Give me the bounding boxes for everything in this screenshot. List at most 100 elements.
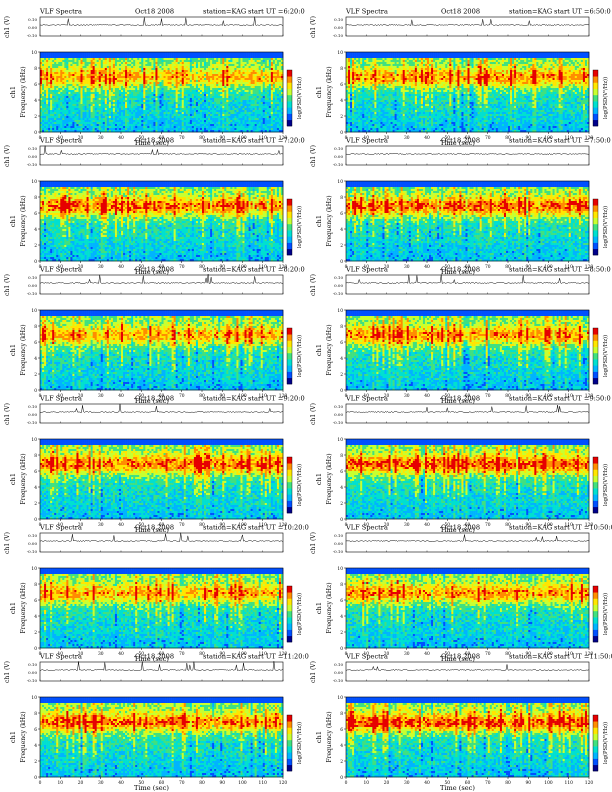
- time-tick-label: 60: [465, 265, 471, 270]
- freq-tick-label: 10: [31, 51, 37, 56]
- colorbar-label: log(PSD(V²/Hz)): [296, 335, 303, 377]
- panel-plot: VLF Spectra Oct18 2008 station=KAG start UT…: [4, 137, 305, 277]
- panel-date: Oct18 2008: [135, 266, 174, 274]
- time-tick-label: 100: [238, 136, 247, 141]
- waveform-frame: [345, 274, 590, 295]
- colorbar: [286, 456, 293, 514]
- freq-tick-label: 0: [340, 776, 343, 781]
- time-tick-label: 30: [404, 652, 410, 657]
- freq-tick-label: 10: [337, 180, 343, 185]
- waveform-ylabel: ch1 (V): [4, 274, 11, 296]
- waveform-tick-label: -0.10: [333, 33, 344, 38]
- panel-title: VLF Spectra: [345, 137, 388, 145]
- freq-tick-label: 4: [340, 615, 343, 620]
- channel-label: ch1: [9, 344, 17, 356]
- freq-tick-label: 4: [340, 228, 343, 233]
- colorbar: [592, 585, 599, 643]
- time-tick-label: 20: [384, 394, 390, 399]
- waveform-tick-label: 0.00: [334, 412, 343, 417]
- waveform-tick-label: 0.10: [334, 146, 343, 151]
- time-tick-label: 70: [485, 523, 491, 528]
- waveform-tick-label: -0.10: [27, 162, 38, 167]
- time-tick-label: 110: [259, 652, 268, 657]
- time-tick-label: 100: [544, 394, 553, 399]
- panel-station: station=KAG: [203, 395, 246, 403]
- panel-title: VLF Spectra: [345, 653, 388, 661]
- panel-date: Oct18 2008: [441, 8, 480, 16]
- colorbar: [286, 198, 293, 256]
- time-tick-label: 60: [159, 523, 165, 528]
- freq-tick-label: 0: [34, 260, 37, 265]
- waveform-trace: [345, 274, 590, 284]
- time-tick-label: 0: [345, 136, 348, 141]
- panel-start-time: start UT =7:50:0: [554, 137, 611, 145]
- freq-tick-label: 0: [34, 647, 37, 652]
- freq-tick-label: 8: [340, 583, 343, 588]
- panel-start-time: start UT =11:50:0: [554, 653, 612, 661]
- spectrogram-heatmap: [40, 439, 284, 520]
- time-tick-label: 120: [585, 652, 594, 657]
- waveform-tick-label: 0.10: [334, 662, 343, 667]
- waveform-frame: [345, 145, 590, 166]
- waveform-ylabel: ch1 (V): [310, 661, 317, 683]
- freq-tick-label: 8: [340, 454, 343, 459]
- panel-title: VLF Spectra: [39, 8, 82, 16]
- spectrogram-panel: VLF Spectra Oct18 2008 station=KAG start UT…: [0, 263, 306, 406]
- time-tick-label: 70: [179, 652, 185, 657]
- time-tick-label: 50: [444, 652, 450, 657]
- waveform-tick-label: 0.10: [334, 533, 343, 538]
- time-tick-label: 10: [57, 394, 63, 399]
- freq-tick-label: 2: [340, 244, 343, 249]
- waveform-trace: [345, 534, 590, 542]
- time-tick-label: 80: [199, 265, 205, 270]
- time-tick-label: 70: [179, 394, 185, 399]
- waveform-tick-label: 0.00: [334, 541, 343, 546]
- time-tick-label: 120: [279, 523, 288, 528]
- time-tick-label: 50: [444, 781, 450, 786]
- freq-tick-label: 2: [34, 115, 37, 120]
- spectrogram-panel: VLF Spectra Oct18 2008 station=KAG start UT…: [0, 134, 306, 277]
- time-axis-label: Time (sec): [440, 397, 475, 405]
- waveform-ylabel: ch1 (V): [310, 532, 317, 554]
- time-tick-label: 0: [39, 394, 42, 399]
- freq-tick-label: 2: [340, 373, 343, 378]
- time-tick-label: 120: [585, 394, 594, 399]
- waveform-ylabel: ch1 (V): [310, 145, 317, 167]
- panel-station: station=KAG: [203, 653, 246, 661]
- freq-tick-label: 10: [337, 438, 343, 443]
- panel-plot: VLF Spectra Oct18 2008 station=KAG start UT…: [4, 266, 305, 406]
- time-tick-label: 30: [98, 781, 104, 786]
- time-tick-label: 0: [39, 781, 42, 786]
- time-tick-label: 80: [505, 652, 511, 657]
- time-axis-label: Time (sec): [134, 655, 169, 663]
- time-tick-label: 120: [279, 652, 288, 657]
- time-tick-label: 40: [424, 136, 430, 141]
- time-tick-label: 40: [424, 523, 430, 528]
- time-tick-label: 120: [585, 781, 594, 786]
- time-tick-label: 10: [363, 136, 369, 141]
- freq-tick-label: 4: [340, 744, 343, 749]
- time-tick-label: 70: [179, 781, 185, 786]
- time-tick-label: 10: [57, 136, 63, 141]
- time-tick-label: 50: [444, 523, 450, 528]
- panel-date: Oct18 2008: [135, 137, 174, 145]
- time-tick-label: 20: [384, 265, 390, 270]
- panel-date: Oct18 2008: [441, 395, 480, 403]
- panel-plot: VLF Spectra Oct18 2008 station=KAG start UT…: [4, 395, 305, 535]
- time-tick-label: 0: [345, 781, 348, 786]
- time-tick-label: 90: [219, 652, 225, 657]
- spectrogram-panel: VLF Spectra Oct18 2008 station=KAG start UT…: [306, 263, 612, 406]
- channel-label: ch1: [315, 473, 323, 485]
- time-tick-label: 80: [505, 394, 511, 399]
- time-tick-label: 60: [465, 781, 471, 786]
- freq-tick-label: 6: [34, 470, 37, 475]
- frequency-axis-label: Frequency (kHz): [20, 453, 27, 504]
- panel-station: station=KAG: [509, 137, 552, 145]
- panel-date: Oct18 2008: [441, 653, 480, 661]
- waveform-trace: [345, 404, 590, 413]
- spectrogram-panel: VLF Spectra Oct18 2008 station=KAG start UT…: [306, 134, 612, 277]
- waveform-frame: [39, 403, 284, 424]
- time-tick-label: 80: [199, 523, 205, 528]
- panel-start-time: start UT =6:50:0: [554, 8, 611, 16]
